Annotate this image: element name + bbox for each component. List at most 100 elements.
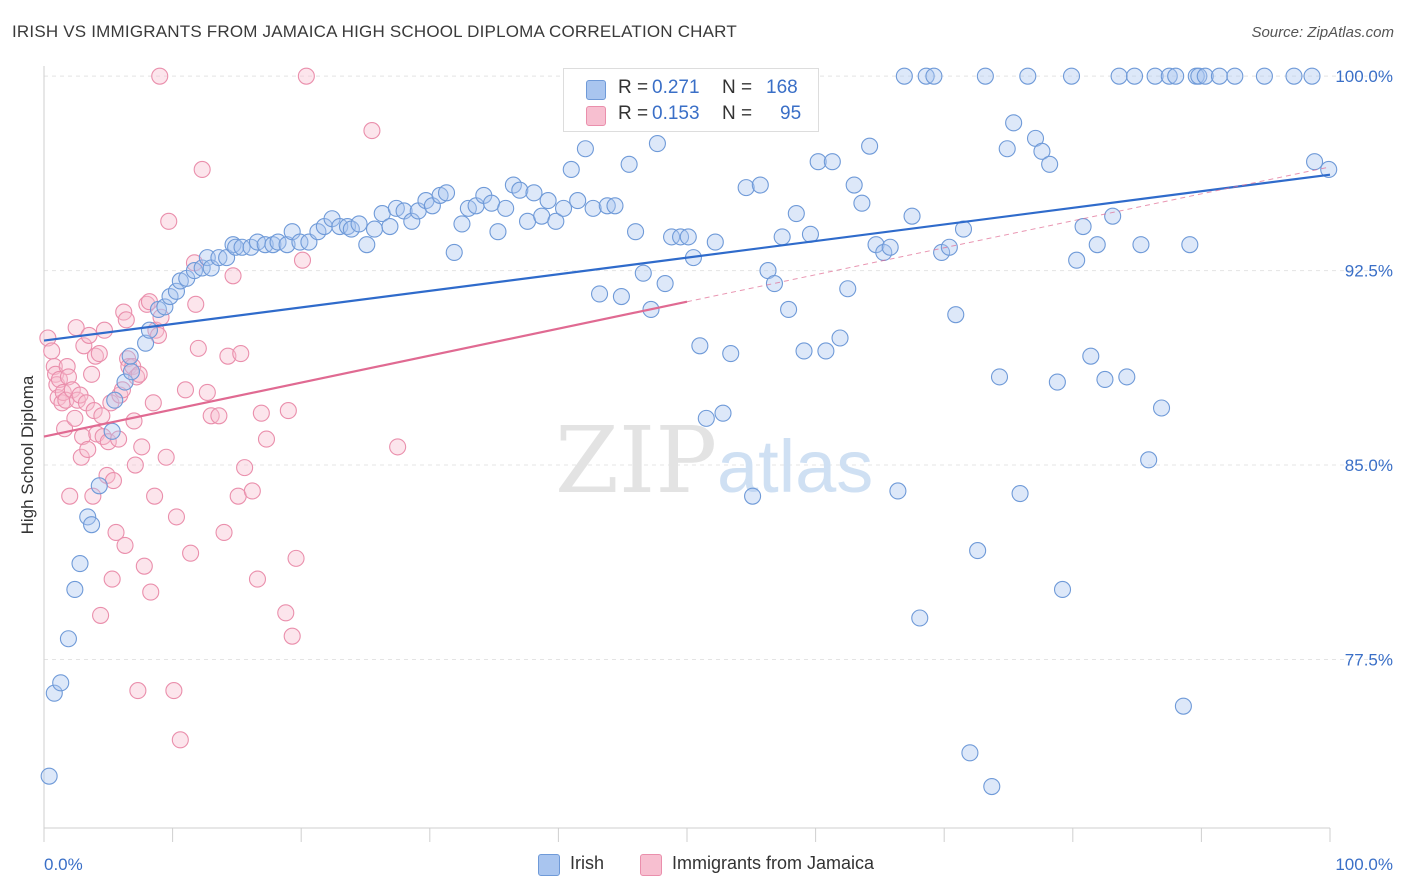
irish-point [976,67,994,85]
irish-point [751,176,769,194]
irish-point [381,217,399,236]
irish-point [1096,370,1114,389]
trend-lines [43,166,1331,438]
jamaica-point [236,459,254,477]
irish-point [656,275,674,293]
jamaica-point [210,407,228,425]
irish-point [1303,67,1321,85]
irish-point [889,482,907,500]
jamaica-point [167,508,186,526]
irish-point [1053,580,1072,599]
irish-point [350,215,368,233]
gridlines [44,75,1392,660]
irish-point [845,176,863,194]
irish-point [744,487,762,505]
irish-point [59,630,77,648]
irish-point [691,337,709,355]
jamaica-point [84,487,102,505]
irish-point [881,238,899,256]
jamaica-point [129,682,147,700]
irish-point [489,223,507,241]
irish-point [861,137,879,155]
irish-point [903,207,921,225]
irish-point [1306,153,1324,171]
irish-point [437,184,456,202]
jamaica-point [229,487,247,505]
n-label: N = [722,103,753,124]
irish-point [1110,67,1128,85]
irish-point [663,228,681,246]
irish-point [706,233,724,251]
jamaica-point [224,267,242,285]
irish-point [482,194,501,212]
irish-point [1190,67,1208,85]
jamaica-point [117,311,135,329]
jamaica-point [287,549,305,567]
r-label: R = [618,77,649,98]
irish-point [1146,67,1164,85]
jamaica-point [257,430,276,448]
irish-n-value: 168 [766,77,798,98]
irish-point [569,192,587,210]
irish-point [52,674,70,692]
irish-point [66,580,84,599]
source-credit: Source: ZipAtlas.com [1251,24,1394,41]
jamaica-point [252,404,270,422]
irish-point [998,140,1016,158]
irish-point [1062,67,1081,85]
jamaica-point [116,536,134,554]
irish-point [403,212,421,230]
jamaica-point [61,487,79,505]
jamaica-point [193,160,211,179]
irish-point [1041,155,1059,173]
irish-point [722,345,740,363]
jamaica-point [187,295,205,313]
irish-point [714,404,732,422]
jamaica-point [146,487,164,505]
irish-point [278,236,296,254]
jamaica-legend-label: Immigrants from Jamaica [672,853,875,873]
irish-point [445,243,463,261]
irish-point [627,223,645,241]
irish-point [198,249,216,267]
irish-point [823,153,841,171]
irish-point [539,192,557,210]
irish-point [103,422,121,440]
irish-point [697,409,715,427]
jamaica-n-value: 95 [780,103,802,124]
irish-point [634,264,652,282]
jamaica-point [198,383,216,401]
irish-point [737,179,755,197]
irish-point [765,275,783,293]
jamaica-r-value: 0.153 [652,103,700,124]
irish-point [947,306,965,324]
irish-point [1152,399,1171,417]
irish-point [606,197,624,215]
irish-point [1125,67,1144,85]
jamaica-point [165,682,183,700]
irish-point [358,236,376,254]
jamaica-point [144,394,162,412]
jamaica-point [151,67,169,85]
jamaica-point [157,448,175,466]
jamaica-point [66,409,84,427]
irish-point [612,287,630,306]
irish-point [831,329,849,347]
irish-point [1320,160,1338,179]
irish-point [525,184,543,202]
jamaica-point [103,570,121,588]
jamaica-point [363,122,381,140]
irish-point [167,282,186,300]
jamaica-point [277,604,295,622]
watermark: ZIP atlas [555,407,873,514]
irish-point [1132,236,1150,254]
irish-point [773,228,791,246]
irish-point [547,212,565,230]
irish-point [1074,217,1092,236]
n-label: N = [722,77,753,98]
irish-point [1285,67,1303,85]
jamaica-point [59,368,77,386]
irish-point [121,347,139,365]
irish-swatch [586,80,606,100]
irish-point [1255,67,1273,85]
